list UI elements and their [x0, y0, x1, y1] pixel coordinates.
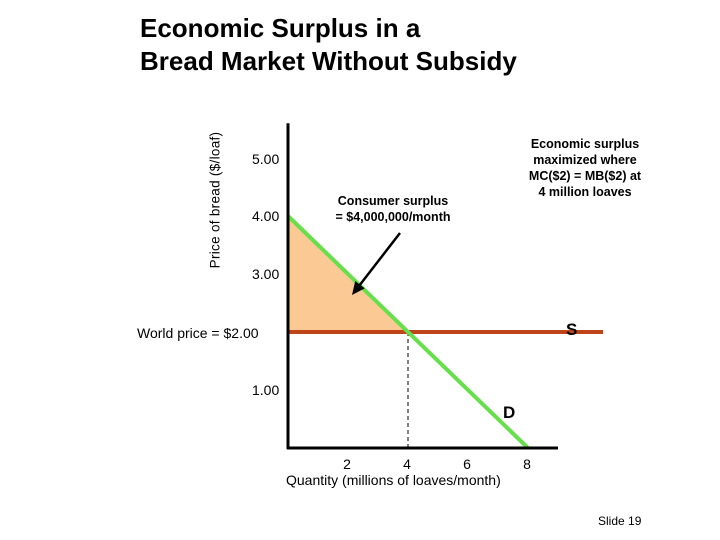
x-tick-4: 4	[403, 456, 411, 472]
surplus-annotation-line1: Economic surplus	[530, 137, 640, 151]
surplus-annotation-line4: 4 million loaves	[538, 185, 632, 199]
surplus-annotation-line3: MC($2) = MB($2) at	[528, 169, 642, 183]
consumer-surplus-annotation: Consumer surplus = $4,000,000/month	[318, 193, 468, 225]
chart-title: Economic Surplus in a Bread Market Witho…	[140, 12, 517, 78]
y-tick-1: 1.00	[252, 382, 280, 398]
economic-surplus-annotation: Economic surplus maximized where MC($2) …	[510, 136, 660, 200]
x-tick-6: 6	[463, 456, 471, 472]
y-tick-5: 5.00	[252, 151, 280, 167]
consumer-surplus-arrowhead	[352, 281, 365, 295]
cs-annotation-line1: Consumer surplus	[337, 194, 449, 208]
cs-annotation-line2: = $4,000,000/month	[335, 210, 451, 224]
series-label-s: S	[566, 320, 578, 339]
world-price-label: World price = $2.00	[137, 325, 259, 341]
x-axis-label: Quantity (millions of loaves/month)	[286, 472, 501, 488]
chart-title-line1: Economic Surplus in a	[140, 13, 421, 43]
x-tick-8: 8	[523, 456, 531, 472]
demand-line-d	[286, 214, 530, 450]
consumer-surplus-arrow	[358, 232, 401, 286]
series-label-d: D	[503, 403, 516, 422]
slide-number: Slide 19	[598, 514, 642, 528]
x-tick-2: 2	[343, 456, 351, 472]
chart-title-line2: Bread Market Without Subsidy	[140, 46, 517, 76]
surplus-annotation-line2: maximized where	[533, 153, 637, 167]
y-tick-4: 4.00	[252, 208, 280, 224]
y-tick-3: 3.00	[252, 266, 280, 282]
